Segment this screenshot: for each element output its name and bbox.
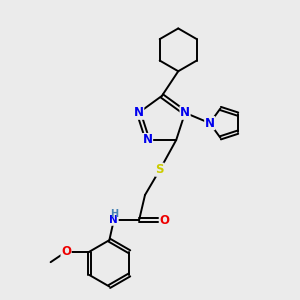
Text: O: O xyxy=(159,214,169,227)
Text: N: N xyxy=(134,106,144,119)
Text: N: N xyxy=(205,117,215,130)
Text: O: O xyxy=(61,245,71,258)
Text: S: S xyxy=(156,163,164,176)
Text: N: N xyxy=(110,215,118,225)
Text: H: H xyxy=(110,209,118,219)
Text: N: N xyxy=(180,106,190,119)
Text: N: N xyxy=(142,134,153,146)
